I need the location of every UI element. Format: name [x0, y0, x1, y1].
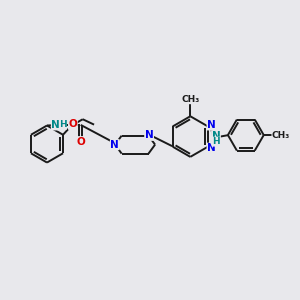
Text: N: N	[212, 131, 220, 141]
Text: CH₃: CH₃	[272, 130, 290, 140]
Text: H: H	[59, 120, 66, 129]
Text: H: H	[212, 137, 220, 146]
Text: N: N	[110, 140, 119, 150]
Text: O: O	[68, 119, 77, 129]
Text: CH₃: CH₃	[182, 95, 200, 104]
Text: N: N	[51, 120, 60, 130]
Text: N: N	[145, 130, 154, 140]
Text: N: N	[207, 143, 216, 153]
Text: N: N	[207, 120, 216, 130]
Text: O: O	[76, 136, 85, 147]
